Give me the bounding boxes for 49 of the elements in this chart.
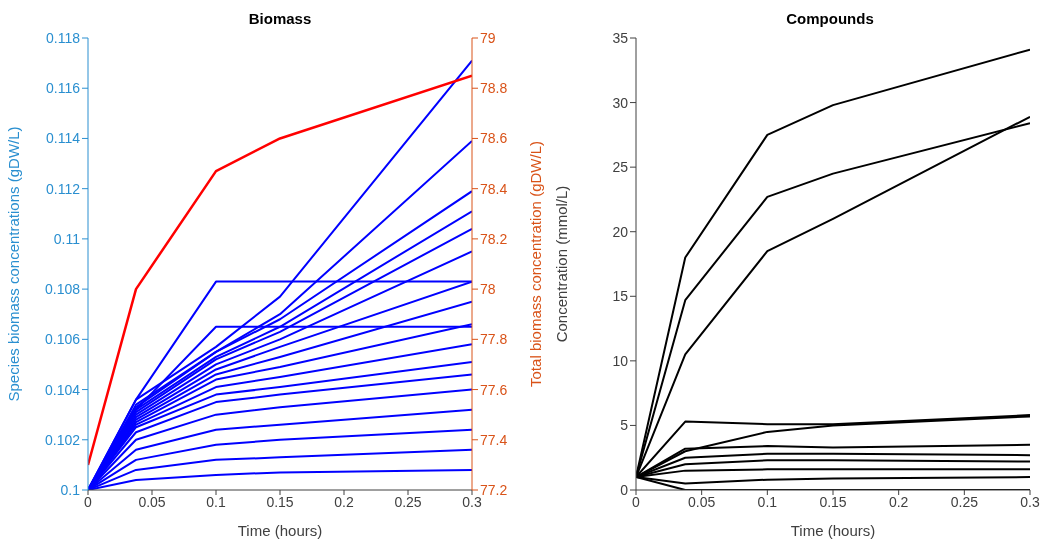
x-tick-label: 0.1 bbox=[757, 493, 778, 510]
x-axis-title: Time (hours) bbox=[237, 522, 323, 539]
x-tick-label: 0.25 bbox=[394, 493, 422, 510]
y-tick-label: 10 bbox=[612, 352, 629, 369]
y-axis-title: Species biomass concentrations (gDW/L) bbox=[5, 126, 23, 402]
y2-axis-title: Total biomass concentration (gDW/L) bbox=[527, 141, 545, 387]
y2-tick-label: 78.4 bbox=[480, 180, 508, 197]
x-axis-title: Time (hours) bbox=[790, 522, 876, 539]
chart-title: Biomass bbox=[247, 10, 313, 27]
x-tick-label: 0.3 bbox=[462, 493, 482, 510]
y2-tick-label: 77.2 bbox=[480, 481, 508, 498]
x-tick-label: 0.05 bbox=[138, 493, 166, 510]
y2-tick-label: 77.8 bbox=[480, 331, 508, 348]
x-tick-label: 0.1 bbox=[206, 493, 226, 510]
y-tick-label: 0.11 bbox=[53, 230, 81, 247]
x-tick-label: 0.15 bbox=[819, 493, 847, 510]
y2-tick-label: 77.4 bbox=[480, 431, 508, 448]
y2-tick-label: 78.2 bbox=[480, 230, 508, 247]
y-tick-label: 15 bbox=[612, 288, 629, 305]
y-tick-label: 0.108 bbox=[44, 281, 81, 298]
y-tick-label: 0.1 bbox=[60, 481, 81, 498]
y2-tick-label: 78.8 bbox=[480, 80, 508, 97]
y-tick-label: 0.102 bbox=[44, 431, 81, 448]
y-tick-label: 0 bbox=[620, 481, 629, 498]
x-tick-label: 0.3 bbox=[1020, 493, 1040, 510]
y-tick-label: 25 bbox=[612, 159, 629, 176]
y-tick-label: 0.104 bbox=[44, 381, 81, 398]
x-tick-label: 0.15 bbox=[266, 493, 294, 510]
x-tick-label: 0.25 bbox=[950, 493, 979, 510]
x-tick-label: 0.2 bbox=[888, 493, 909, 510]
y2-tick-label: 78.6 bbox=[480, 130, 508, 147]
y-tick-label: 0.118 bbox=[46, 29, 81, 46]
y-tick-label: 0.116 bbox=[46, 80, 81, 97]
y2-tick-label: 77.6 bbox=[480, 381, 508, 398]
y-tick-label: 0.114 bbox=[46, 130, 81, 147]
chart-title: Compounds bbox=[785, 10, 875, 27]
y-tick-label: 0.112 bbox=[46, 180, 81, 197]
y-tick-label: 0.106 bbox=[44, 331, 81, 348]
x-tick-label: 0.2 bbox=[334, 493, 354, 510]
y-tick-label: 30 bbox=[612, 94, 629, 111]
x-tick-label: 0.05 bbox=[688, 493, 716, 510]
y-tick-label: 20 bbox=[612, 223, 629, 240]
y-axis-title: Concentration (mmol/L) bbox=[553, 185, 571, 343]
x-tick-label: 0 bbox=[84, 493, 93, 510]
y2-tick-label: 79 bbox=[480, 29, 496, 46]
x-tick-label: 0 bbox=[632, 493, 641, 510]
y-tick-label: 35 bbox=[612, 29, 629, 46]
y2-tick-label: 78 bbox=[480, 281, 496, 298]
y-tick-label: 5 bbox=[620, 417, 629, 434]
